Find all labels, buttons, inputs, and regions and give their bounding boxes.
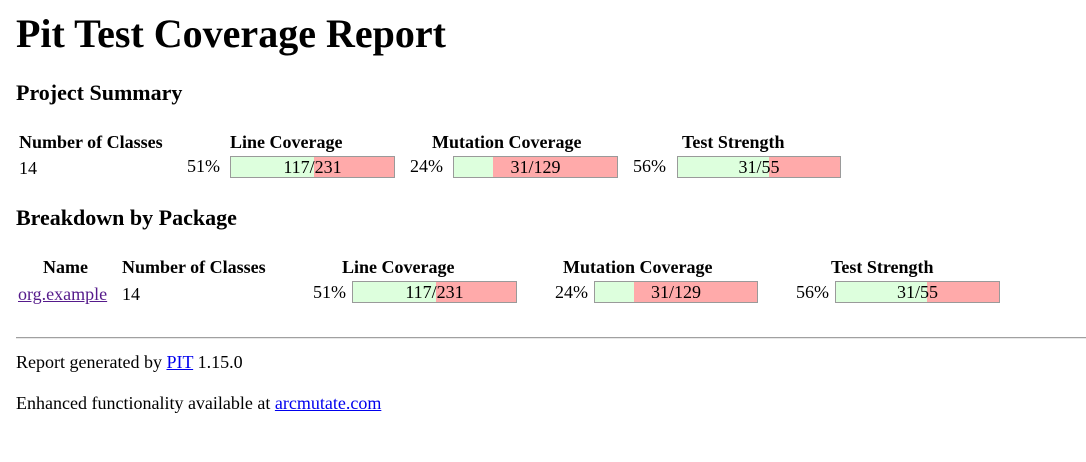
package-test-strength-bar: 31/55 bbox=[835, 281, 1000, 303]
breakdown-header-name: Name bbox=[43, 257, 88, 277]
summary-header-mutation-coverage: Mutation Coverage bbox=[432, 132, 582, 152]
enhanced-functionality-line: Enhanced functionality available at arcm… bbox=[16, 392, 381, 414]
breakdown-header-classes: Number of Classes bbox=[122, 257, 266, 277]
package-strength-covered-fill bbox=[836, 282, 928, 302]
package-mutation-coverage-bar: 31/129 bbox=[594, 281, 758, 303]
summary-line-coverage-label: 117/231 bbox=[283, 157, 342, 177]
summary-line-percent: 51% bbox=[187, 156, 220, 176]
package-mutation-coverage-label: 31/129 bbox=[650, 282, 701, 302]
package-mutation-covered-fill bbox=[595, 282, 634, 302]
summary-line-coverage-bar: 117/231 bbox=[230, 156, 395, 178]
package-strength-label: 31/55 bbox=[896, 282, 938, 302]
breakdown-header-mutation-coverage: Mutation Coverage bbox=[563, 257, 713, 277]
breakdown-heading: Breakdown by Package bbox=[16, 205, 237, 230]
pit-version: 1.15.0 bbox=[197, 352, 243, 372]
arcmutate-link[interactable]: arcmutate.com bbox=[274, 393, 382, 413]
package-line-covered-fill bbox=[353, 282, 437, 302]
summary-mutation-coverage-label: 31/129 bbox=[510, 157, 561, 177]
summary-strength-percent: 56% bbox=[633, 156, 666, 176]
package-line-coverage-label: 117/231 bbox=[405, 282, 464, 302]
package-link-org-example[interactable]: org.example bbox=[18, 284, 108, 304]
enhanced-prefix: Enhanced functionality available at bbox=[16, 393, 271, 413]
summary-strength-label: 31/55 bbox=[738, 157, 780, 177]
package-strength-percent: 56% bbox=[796, 282, 829, 302]
summary-mutation-covered-fill bbox=[454, 157, 494, 177]
breakdown-header-line-coverage: Line Coverage bbox=[342, 257, 455, 277]
footer-divider bbox=[16, 337, 1086, 339]
summary-classes-count: 14 bbox=[19, 158, 37, 178]
package-line-percent: 51% bbox=[313, 282, 346, 302]
summary-test-strength-bar: 31/55 bbox=[677, 156, 841, 178]
package-mutation-percent: 24% bbox=[555, 282, 588, 302]
report-generated-line: Report generated by PIT 1.15.0 bbox=[16, 351, 243, 373]
summary-mutation-coverage-bar: 31/129 bbox=[453, 156, 618, 178]
generated-prefix: Report generated by bbox=[16, 352, 162, 372]
package-line-coverage-bar: 117/231 bbox=[352, 281, 517, 303]
breakdown-header-test-strength: Test Strength bbox=[831, 257, 934, 277]
summary-mutation-percent: 24% bbox=[410, 156, 443, 176]
summary-strength-covered-fill bbox=[678, 157, 769, 177]
summary-header-test-strength: Test Strength bbox=[682, 132, 785, 152]
summary-line-covered-fill bbox=[231, 157, 315, 177]
summary-header-line-coverage: Line Coverage bbox=[230, 132, 343, 152]
project-summary-heading: Project Summary bbox=[16, 80, 183, 105]
page-title: Pit Test Coverage Report bbox=[16, 11, 446, 56]
summary-header-classes: Number of Classes bbox=[19, 132, 163, 152]
pit-link[interactable]: PIT bbox=[166, 352, 194, 372]
package-classes-count: 14 bbox=[122, 284, 140, 304]
